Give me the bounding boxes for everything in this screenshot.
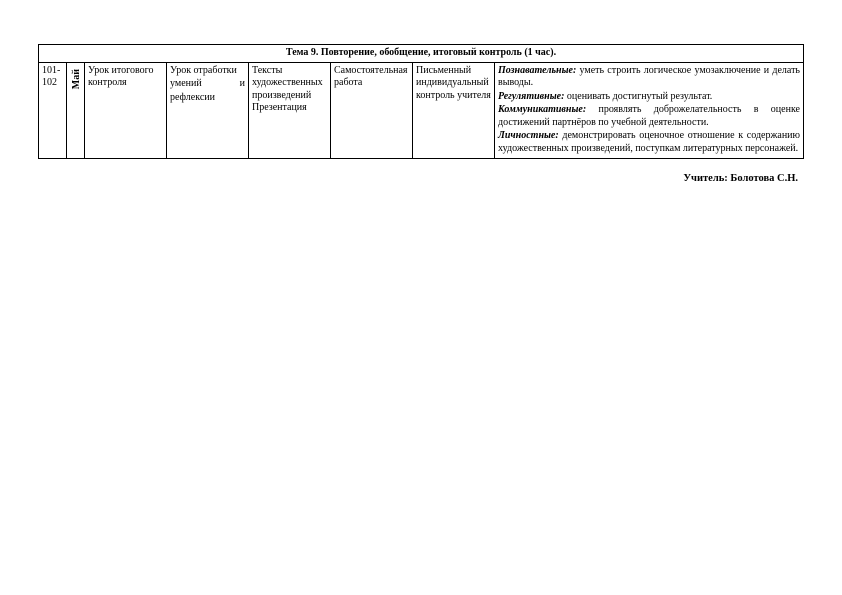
lesson-plan-table: Тема 9. Повторение, обобщение, итоговый … (38, 44, 804, 159)
document-page: Тема 9. Повторение, обобщение, итоговый … (0, 0, 842, 184)
cell-control: Письменный индивидуальный контроль учите… (413, 62, 495, 159)
outcome-label: Познавательные: (498, 65, 576, 76)
outcome-line: Коммуникативные: проявлять доброжелатель… (498, 104, 800, 129)
cell-lesson-number: 101-102 (39, 62, 67, 159)
cell-month: Май (67, 62, 85, 159)
cell-outcomes: Познавательные: уметь строить логическое… (495, 62, 804, 159)
outcome-line: Личностные: демонстрировать оценочное от… (498, 130, 800, 155)
table-row: 101-102 Май Урок итогового контроля Урок… (39, 62, 804, 159)
cell-materials: Тексты художественных произведений Презе… (249, 62, 331, 159)
lesson-type-line: умений и (170, 78, 245, 91)
outcome-text: оценивать достигнутый результат. (564, 91, 712, 102)
section-header: Тема 9. Повторение, обобщение, итоговый … (39, 45, 804, 63)
lesson-type-line: рефлексии (170, 92, 245, 105)
cell-topic: Урок итогового контроля (85, 62, 167, 159)
lesson-type-word: умений (170, 78, 202, 89)
outcome-label: Регулятивные: (498, 91, 564, 102)
outcome-label: Коммуникативные: (498, 104, 586, 115)
table-header-row: Тема 9. Повторение, обобщение, итоговый … (39, 45, 804, 63)
outcome-line: Регулятивные: оценивать достигнутый резу… (498, 91, 800, 104)
cell-activity: Самостоятельная работа (331, 62, 413, 159)
outcome-line: Познавательные: уметь строить логическое… (498, 65, 800, 90)
lesson-type-line: Урок отработки (170, 65, 245, 78)
outcome-label: Личностные: (498, 130, 559, 141)
lesson-type-word: и (240, 78, 245, 89)
teacher-signature: Учитель: Болотова С.Н. (38, 173, 804, 184)
month-label: Май (70, 65, 85, 93)
cell-lesson-type: Урок отработки умений и рефлексии (167, 62, 249, 159)
